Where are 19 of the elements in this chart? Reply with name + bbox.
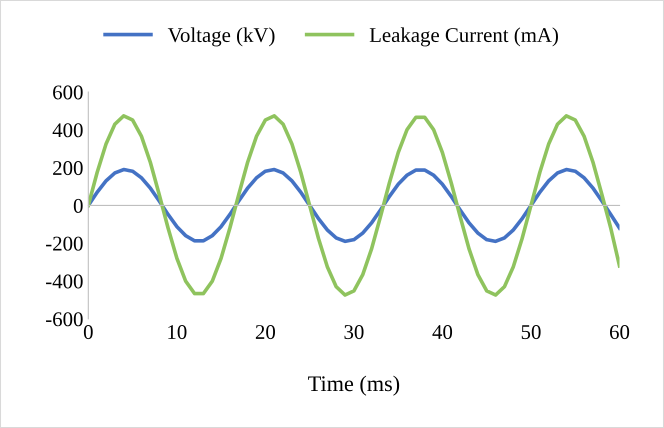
x-tick-label: 0 [84,325,93,340]
x-tick-label: 60 [610,325,630,340]
x-tick-label: 40 [432,325,452,340]
line-series [88,168,620,244]
x-tick-label: 20 [256,325,275,340]
y-tick-label: 400 [52,123,83,138]
y-tick-label: 0 [74,198,83,213]
y-tick-label: -200 [46,236,83,251]
y-tick-label: 200 [53,161,83,176]
line-series [88,114,620,297]
x-tick-label: 50 [522,325,541,340]
y-tick-label: 600 [53,85,83,100]
x-tick-label: 30 [344,325,364,340]
y-tick-label: -400 [46,274,83,288]
x-axis-title: Time (ms) [308,376,400,396]
legend-label: Leakage Current (mA) [370,27,558,46]
legend-label: Voltage (kV) [168,27,274,46]
x-tick-label: 10 [168,325,186,340]
y-tick-label: -600 [46,312,83,326]
